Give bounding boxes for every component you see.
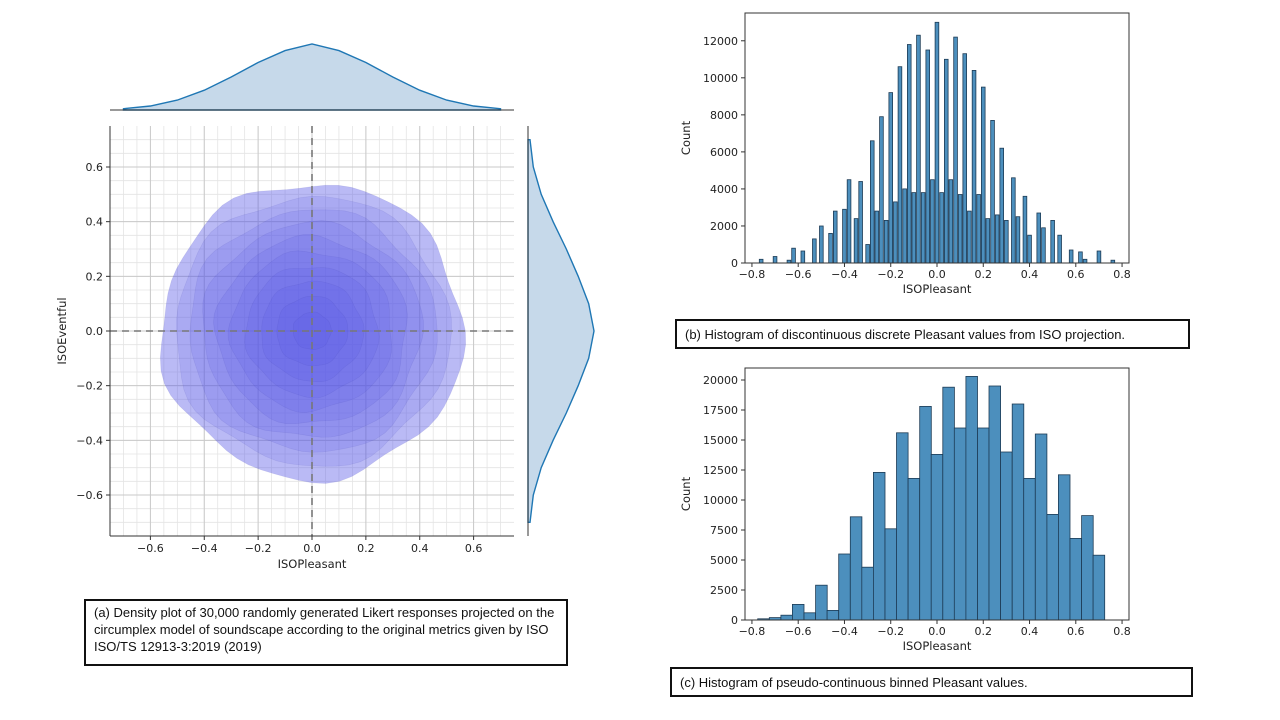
histogram-bar xyxy=(780,614,793,621)
x-axis-label: ISOPleasant xyxy=(903,282,972,296)
x-tick-label: 0.8 xyxy=(1113,625,1131,638)
x-tick-label: −0.6 xyxy=(785,625,812,638)
y-tick-label: 0.2 xyxy=(86,270,104,283)
histogram-bar xyxy=(919,405,932,621)
y-tick-label: 20000 xyxy=(703,374,738,387)
y-tick-label: 10000 xyxy=(703,72,738,85)
x-tick-label: −0.8 xyxy=(739,268,766,281)
histogram-bar xyxy=(1023,477,1036,621)
y-tick-label: 0 xyxy=(731,257,738,270)
x-tick-label: 0.2 xyxy=(975,268,993,281)
histogram-bar xyxy=(849,516,863,621)
histogram-bar xyxy=(873,471,886,621)
y-tick-label: −0.6 xyxy=(76,489,103,502)
y-tick-label: 12000 xyxy=(703,35,738,48)
x-tick-label: 0.2 xyxy=(975,625,993,638)
histogram-bar xyxy=(884,528,898,621)
histogram-bar xyxy=(1092,554,1106,621)
density-contour xyxy=(227,250,392,413)
histogram-bar xyxy=(826,610,840,621)
histogram-bar xyxy=(965,375,978,621)
y-tick-label: 8000 xyxy=(710,109,738,122)
y-tick-label: 2000 xyxy=(710,220,738,233)
y-tick-label: 15000 xyxy=(703,434,738,447)
histogram-bar xyxy=(1034,433,1048,621)
histogram-bar xyxy=(1011,403,1025,621)
y-tick-label: 7500 xyxy=(710,524,738,537)
x-tick-label: 0.0 xyxy=(928,268,946,281)
histogram-bar xyxy=(930,453,944,621)
x-tick-label: 0.0 xyxy=(928,625,946,638)
y-tick-label: 2500 xyxy=(710,584,738,597)
caption-b: (b) Histogram of discontinuous discrete … xyxy=(675,319,1190,349)
marginal-y-density xyxy=(527,138,595,524)
y-tick-label: 5000 xyxy=(710,554,738,567)
x-tick-label: −0.8 xyxy=(739,625,766,638)
histogram-bar xyxy=(896,432,909,621)
y-tick-label: 10000 xyxy=(703,494,738,507)
histogram-bar xyxy=(803,612,817,621)
x-tick-label: 0.8 xyxy=(1113,268,1131,281)
y-axis-label: ISOEventful xyxy=(55,297,69,364)
caption-c: (c) Histogram of pseudo-continuous binne… xyxy=(670,667,1193,697)
x-tick-label: 0.4 xyxy=(1021,625,1039,638)
histogram-bar xyxy=(1069,538,1083,621)
y-axis-label: Count xyxy=(679,120,693,155)
histogram-bar xyxy=(1000,451,1013,621)
x-tick-label: −0.6 xyxy=(137,542,164,555)
histogram-bar xyxy=(1046,514,1059,621)
histogram-bar xyxy=(861,566,874,621)
density-contour xyxy=(202,220,424,438)
y-tick-label: 17500 xyxy=(703,404,738,417)
x-axis-label: ISOPleasant xyxy=(278,557,347,571)
y-tick-label: 0 xyxy=(731,614,738,627)
histogram-bar xyxy=(988,385,1002,621)
y-tick-label: −0.2 xyxy=(76,380,103,393)
y-tick-label: −0.4 xyxy=(76,434,103,447)
x-axis-label: ISOPleasant xyxy=(903,639,972,653)
histogram-bar xyxy=(1081,515,1094,621)
x-tick-label: −0.4 xyxy=(831,268,858,281)
histogram-bar xyxy=(792,604,805,621)
histogram-bar xyxy=(942,386,955,621)
x-tick-label: 0.6 xyxy=(1067,625,1085,638)
y-tick-label: 4000 xyxy=(710,183,738,196)
y-tick-label: 6000 xyxy=(710,146,738,159)
density-contour xyxy=(189,209,438,453)
histogram-bar xyxy=(907,477,921,621)
histogram-bar xyxy=(1058,474,1071,621)
x-tick-label: 0.6 xyxy=(465,542,483,555)
histogram-bar xyxy=(953,427,967,621)
y-tick-label: 0.0 xyxy=(86,325,104,338)
x-tick-label: −0.4 xyxy=(191,542,218,555)
x-tick-label: 0.4 xyxy=(411,542,429,555)
x-tick-label: −0.4 xyxy=(831,625,858,638)
histogram-bar xyxy=(815,584,828,621)
y-tick-label: 0.4 xyxy=(86,216,104,229)
x-tick-label: −0.2 xyxy=(877,625,904,638)
caption-a: (a) Density plot of 30,000 randomly gene… xyxy=(84,599,568,666)
x-tick-label: 0.4 xyxy=(1021,268,1039,281)
x-tick-label: 0.2 xyxy=(357,542,375,555)
density-contour xyxy=(213,234,408,424)
x-tick-label: −0.2 xyxy=(245,542,272,555)
y-tick-label: 0.6 xyxy=(86,161,104,174)
marginal-x-density xyxy=(122,43,502,111)
y-axis-label: Count xyxy=(679,476,693,511)
y-tick-label: 12500 xyxy=(703,464,738,477)
x-tick-label: 0.0 xyxy=(303,542,321,555)
x-tick-label: −0.6 xyxy=(785,268,812,281)
density-contour xyxy=(261,280,365,382)
histogram-bar xyxy=(977,427,990,621)
histogram-bar xyxy=(838,553,851,621)
x-tick-label: −0.2 xyxy=(877,268,904,281)
x-tick-label: 0.6 xyxy=(1067,268,1085,281)
